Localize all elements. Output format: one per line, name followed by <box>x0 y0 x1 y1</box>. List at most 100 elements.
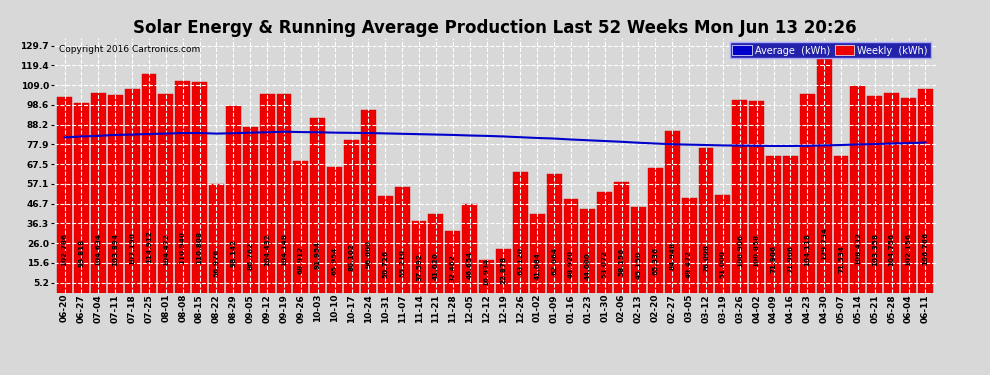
Text: 103.358: 103.358 <box>872 233 878 266</box>
Bar <box>766 156 781 292</box>
Text: 104.148: 104.148 <box>281 233 287 266</box>
Bar <box>682 198 697 292</box>
Text: 110.808: 110.808 <box>197 231 203 264</box>
Bar <box>361 110 376 292</box>
Text: 49.472: 49.472 <box>686 251 692 278</box>
Text: 44.000: 44.000 <box>585 252 591 280</box>
Bar <box>783 156 798 292</box>
Bar <box>834 156 848 292</box>
Bar <box>345 140 359 292</box>
Text: 96.000: 96.000 <box>365 240 371 268</box>
Bar <box>850 86 865 292</box>
Bar <box>800 94 815 292</box>
Bar <box>125 88 140 292</box>
Text: 16.934: 16.934 <box>483 258 490 286</box>
Text: 102.156: 102.156 <box>906 233 912 266</box>
Bar <box>614 182 629 292</box>
Bar <box>158 94 173 292</box>
Bar <box>462 204 477 292</box>
Text: 71.906: 71.906 <box>787 245 793 273</box>
Bar <box>243 128 257 292</box>
Bar <box>597 192 612 292</box>
Text: 108.432: 108.432 <box>855 232 861 265</box>
Bar <box>226 106 241 292</box>
Legend: Average  (kWh), Weekly  (kWh): Average (kWh), Weekly (kWh) <box>730 42 931 58</box>
Bar <box>276 94 291 292</box>
Bar <box>310 117 325 292</box>
Text: 104.756: 104.756 <box>889 233 895 266</box>
Bar <box>175 81 190 292</box>
Bar <box>563 200 578 292</box>
Text: 84.948: 84.948 <box>669 242 675 270</box>
Text: 62.064: 62.064 <box>551 248 557 276</box>
Bar <box>901 98 916 292</box>
Text: 41.084: 41.084 <box>535 252 541 280</box>
Bar <box>142 74 156 292</box>
Text: 48.920: 48.920 <box>568 251 574 279</box>
Text: 71.906: 71.906 <box>770 245 776 273</box>
Text: 110.940: 110.940 <box>180 231 186 264</box>
Text: 22.878: 22.878 <box>500 256 507 284</box>
Text: 68.912: 68.912 <box>298 246 304 274</box>
Bar <box>749 100 764 292</box>
Bar <box>580 209 595 292</box>
Text: 91.954: 91.954 <box>315 240 321 268</box>
Bar <box>647 168 662 292</box>
Text: 76.008: 76.008 <box>703 244 709 272</box>
Text: 102.786: 102.786 <box>61 233 67 266</box>
Bar <box>57 97 72 292</box>
Text: 41.020: 41.020 <box>433 252 439 280</box>
Text: 129.734: 129.734 <box>821 227 828 260</box>
Bar <box>328 167 343 292</box>
Title: Solar Energy & Running Average Production Last 52 Weeks Mon Jun 13 20:26: Solar Energy & Running Average Productio… <box>134 20 856 38</box>
Text: 45.150: 45.150 <box>636 251 642 279</box>
Bar <box>293 161 308 292</box>
Text: 106.766: 106.766 <box>923 232 929 265</box>
Text: 104.472: 104.472 <box>162 233 169 266</box>
Text: 86.762: 86.762 <box>248 242 253 270</box>
Text: 99.818: 99.818 <box>78 238 84 267</box>
Bar <box>395 188 410 292</box>
Bar <box>429 214 444 292</box>
Text: 56.976: 56.976 <box>214 248 220 277</box>
Bar <box>631 207 645 292</box>
Text: 50.726: 50.726 <box>382 250 388 278</box>
Bar <box>412 221 427 292</box>
Bar <box>716 195 731 292</box>
Text: 71.534: 71.534 <box>838 245 844 273</box>
Text: 65.954: 65.954 <box>332 246 338 274</box>
Bar <box>546 174 561 292</box>
Text: 103.894: 103.894 <box>112 233 118 266</box>
Text: 55.210: 55.210 <box>399 249 405 277</box>
Text: Copyright 2016 Cartronics.com: Copyright 2016 Cartronics.com <box>58 45 200 54</box>
Text: 53.072: 53.072 <box>602 250 608 278</box>
Text: 80.102: 80.102 <box>348 243 354 272</box>
Bar <box>74 102 89 292</box>
Bar <box>817 46 832 292</box>
Bar <box>259 94 274 292</box>
Text: 32.462: 32.462 <box>449 254 455 282</box>
Bar <box>884 93 899 292</box>
Bar <box>479 260 494 292</box>
Text: 37.592: 37.592 <box>416 253 422 281</box>
Bar <box>209 184 224 292</box>
Text: 63.120: 63.120 <box>518 248 524 275</box>
Bar <box>378 196 393 292</box>
Bar <box>530 214 544 292</box>
Bar <box>192 82 207 292</box>
Text: 98.142: 98.142 <box>231 239 237 267</box>
Bar <box>733 100 747 292</box>
Bar <box>91 93 106 292</box>
Text: 104.432: 104.432 <box>264 233 270 266</box>
Text: 100.906: 100.906 <box>737 234 742 267</box>
Bar <box>699 148 714 292</box>
Text: 104.634: 104.634 <box>95 233 101 266</box>
Text: 104.118: 104.118 <box>804 233 810 266</box>
Text: 114.912: 114.912 <box>146 231 152 263</box>
Text: 100.858: 100.858 <box>753 234 759 267</box>
Bar <box>918 89 933 292</box>
Text: 65.336: 65.336 <box>652 247 658 275</box>
Bar <box>665 131 680 292</box>
Bar <box>496 249 511 292</box>
Bar <box>867 96 882 292</box>
